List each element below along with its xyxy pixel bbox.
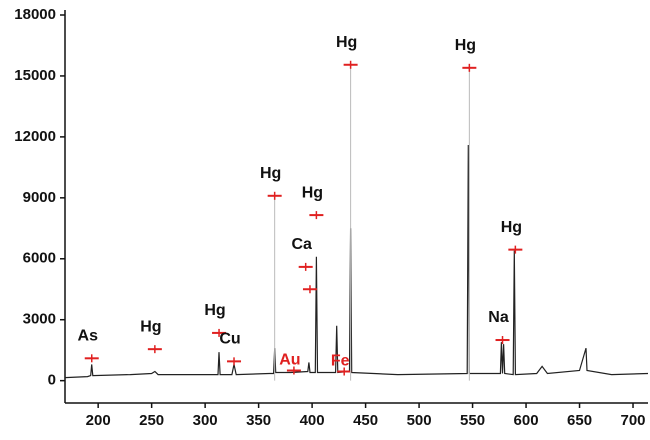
- peak-label: Cu: [219, 331, 240, 348]
- peak-label: Hg: [336, 34, 357, 51]
- x-tick-label: 450: [353, 412, 378, 429]
- x-tick-label: 250: [139, 412, 164, 429]
- y-tick-label: 6000: [23, 250, 56, 267]
- y-tick-label: 9000: [23, 189, 56, 206]
- y-tick-label: 3000: [23, 311, 56, 328]
- y-tick-label: 12000: [14, 128, 56, 145]
- x-tick-label: 400: [300, 412, 325, 429]
- peak-label: As: [78, 328, 99, 345]
- x-tick-label: 350: [246, 412, 271, 429]
- peak-label: Hg: [204, 302, 225, 319]
- x-tick-label: 650: [567, 412, 592, 429]
- x-tick-label: 500: [407, 412, 432, 429]
- x-tick-label: 600: [514, 412, 539, 429]
- peak-label: Hg: [455, 37, 476, 54]
- y-tick-label: 18000: [14, 6, 56, 23]
- peak-label: Hg: [302, 184, 323, 201]
- y-tick-label: 0: [48, 372, 56, 389]
- peak-label: Fe: [331, 353, 350, 370]
- peak-label: Au: [279, 352, 300, 369]
- peak-label: Hg: [501, 219, 522, 236]
- x-tick-label: 550: [460, 412, 485, 429]
- spectrum-line: [64, 144, 649, 379]
- peak-label: Hg: [260, 165, 281, 182]
- x-tick-label: 300: [193, 412, 218, 429]
- x-tick-label: 700: [621, 412, 646, 429]
- peak-label: Na: [488, 309, 509, 326]
- peak-label: Hg: [140, 318, 161, 335]
- x-tick-label: 200: [86, 412, 111, 429]
- y-tick-label: 15000: [14, 67, 56, 84]
- peak-label: Ca: [291, 236, 312, 253]
